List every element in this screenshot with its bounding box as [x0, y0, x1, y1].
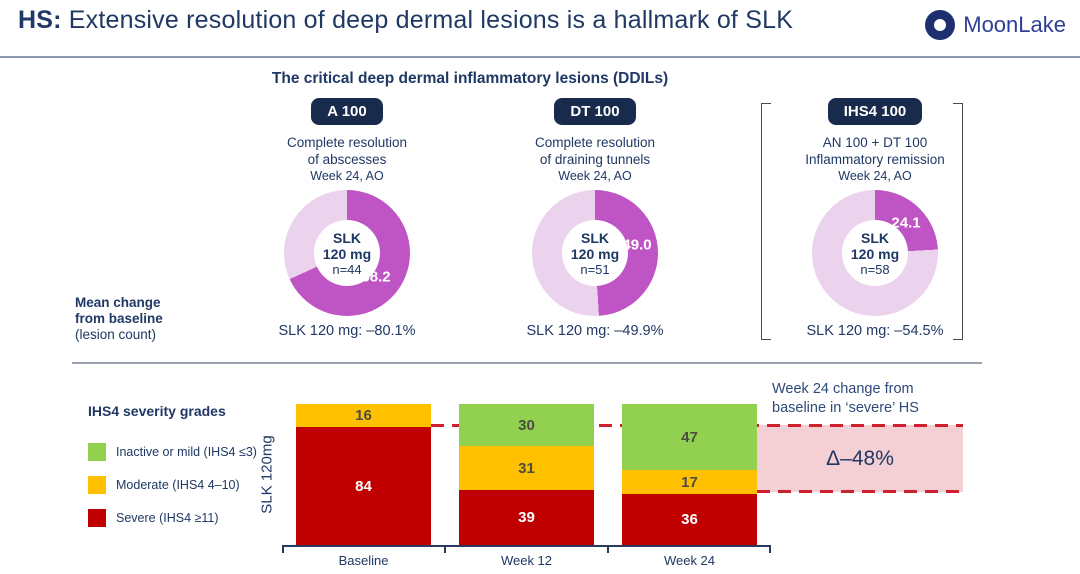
y-axis-label: SLK 120mg — [255, 404, 279, 545]
header-divider — [0, 56, 1080, 58]
subtitle-dt100: Complete resolution of draining tunnels — [535, 134, 655, 168]
subtitle-ihs4-line1: AN 100 + DT 100 — [822, 135, 928, 150]
ihs4-bracket-right — [953, 103, 963, 340]
legend-label-moderate: Moderate (IHS4 4–10) — [116, 478, 240, 492]
legend-item-moderate: Moderate (IHS4 4–10) — [88, 476, 240, 494]
legend-label-inactive: Inactive or mild (IHS4 ≤3) — [116, 445, 257, 459]
mean-change-line2: from baseline — [75, 311, 163, 326]
x-axis-line — [282, 545, 771, 547]
subtitle-a100-line1: Complete resolution — [286, 135, 408, 150]
mean-change-line3: (lesion count) — [75, 327, 157, 342]
page-title: HS: Extensive resolution of deep dermal … — [18, 6, 793, 35]
donut-center-dt100-line3: n=51 — [580, 261, 610, 277]
subtitle-ihs4: AN 100 + DT 100 Inflammatory remission — [805, 134, 945, 168]
subtitle-ihs4-line2: Inflammatory remission — [805, 152, 945, 167]
x-axis-tick — [444, 545, 446, 553]
donut-center-a100-line3: n=44 — [332, 261, 362, 277]
donut-chart-a100: SLK 120 mg n=44 68.2 — [284, 190, 410, 316]
subtitle-dt100-line1: Complete resolution — [534, 135, 656, 150]
x-axis-label-baseline: Baseline — [338, 553, 389, 568]
badge-a100: A 100 — [311, 98, 383, 125]
page-title-prefix: HS: — [18, 6, 62, 34]
moonlake-logo: MoonLake — [925, 10, 1066, 40]
donut-center-a100-line1: SLK — [333, 229, 361, 246]
bar-week24-inactive-segment: 47 — [622, 404, 757, 470]
bar-week24-moderate-segment: 17 — [622, 470, 757, 494]
legend-swatch-green — [88, 443, 106, 461]
donut-center-a100-line2: 120 mg — [322, 245, 372, 262]
x-axis-label-week12: Week 12 — [500, 553, 553, 568]
legend-item-inactive: Inactive or mild (IHS4 ≤3) — [88, 443, 257, 461]
subtitle-dt100-line2: of draining tunnels — [539, 152, 651, 167]
mean-change-label: Mean change from baseline (lesion count) — [75, 295, 163, 343]
timepoint-dt100: Week 24, AO — [558, 169, 632, 183]
donut-center-dt100-line1: SLK — [581, 229, 609, 246]
delta-highlight-box: Δ–48% — [757, 425, 963, 492]
stacked-bar-week12: 30 31 39 — [459, 404, 594, 545]
donut-value-a100: 68.2 — [361, 268, 391, 286]
donut-center-ihs4: SLK 120 mg n=58 — [842, 220, 908, 286]
stacked-bar-baseline: 16 84 — [296, 404, 431, 545]
y-axis-label-text: SLK 120mg — [258, 435, 276, 514]
timepoint-a100: Week 24, AO — [310, 169, 384, 183]
delta-label: Δ–48% — [826, 446, 894, 470]
donut-column-a100: A 100 Complete resolution of abscesses W… — [237, 98, 457, 339]
legend-label-severe: Severe (IHS4 ≥11) — [116, 511, 219, 525]
section-divider — [72, 362, 982, 364]
subtitle-a100: Complete resolution of abscesses — [287, 134, 407, 168]
x-axis-tick — [607, 545, 609, 553]
donut-chart-ihs4: SLK 120 mg n=58 24.1 — [812, 190, 938, 316]
donut-value-dt100: 49.0 — [622, 236, 652, 254]
donut-center-a100: SLK 120 mg n=44 — [314, 220, 380, 286]
footnote-dt100: SLK 120 mg: –49.9% — [526, 323, 664, 339]
badge-ihs4: IHS4 100 — [827, 98, 923, 125]
page-title-rest: Extensive resolution of deep dermal lesi… — [61, 6, 794, 34]
footnote-ihs4: SLK 120 mg: –54.5% — [806, 323, 944, 339]
donut-center-dt100: SLK 120 mg n=51 — [562, 220, 628, 286]
donut-column-ihs4: IHS4 100 AN 100 + DT 100 Inflammatory re… — [765, 98, 985, 339]
donut-column-dt100: DT 100 Complete resolution of draining t… — [485, 98, 705, 339]
badge-dt100: DT 100 — [554, 98, 636, 125]
x-axis-tick — [769, 545, 771, 553]
bar-baseline-moderate-segment: 16 — [296, 404, 431, 427]
stacked-bar-week24: 47 17 36 — [622, 404, 757, 545]
x-axis-label-week24: Week 24 — [663, 553, 716, 568]
moonlake-logo-text: MoonLake — [963, 12, 1066, 37]
ihs4-bracket-left — [761, 103, 771, 340]
mean-change-line1: Mean change — [75, 295, 161, 310]
donut-center-dt100-line2: 120 mg — [570, 245, 620, 262]
moonlake-ring-icon — [925, 10, 956, 40]
week24-severe-dashed-line — [757, 490, 963, 493]
delta-annotation: Week 24 change from baseline in ‘severe’… — [772, 380, 972, 418]
donut-center-ihs4-line2: 120 mg — [850, 245, 900, 262]
bar-week12-moderate-segment: 31 — [459, 446, 594, 490]
x-axis-tick — [282, 545, 284, 553]
donut-center-ihs4-line3: n=58 — [860, 261, 890, 277]
section-heading: The critical deep dermal inflammatory le… — [271, 70, 669, 87]
legend-swatch-red — [88, 509, 106, 527]
bar-week24-severe-segment: 36 — [622, 494, 757, 545]
legend-swatch-yellow — [88, 476, 106, 494]
bar-baseline-severe-segment: 84 — [296, 427, 431, 545]
legend-item-severe: Severe (IHS4 ≥11) — [88, 509, 219, 527]
donut-center-ihs4-line1: SLK — [861, 229, 889, 246]
bar-week12-severe-segment: 39 — [459, 490, 594, 545]
delta-annotation-line2: baseline in ‘severe’ HS — [772, 400, 919, 416]
legend-title: IHS4 severity grades — [88, 403, 226, 419]
footnote-a100: SLK 120 mg: –80.1% — [278, 323, 416, 339]
bar-week12-inactive-segment: 30 — [459, 404, 594, 446]
donut-chart-dt100: SLK 120 mg n=51 49.0 — [532, 190, 658, 316]
donut-value-ihs4: 24.1 — [891, 214, 921, 232]
timepoint-ihs4: Week 24, AO — [838, 169, 912, 183]
subtitle-a100-line2: of abscesses — [307, 152, 387, 167]
delta-annotation-line1: Week 24 change from — [772, 381, 914, 397]
